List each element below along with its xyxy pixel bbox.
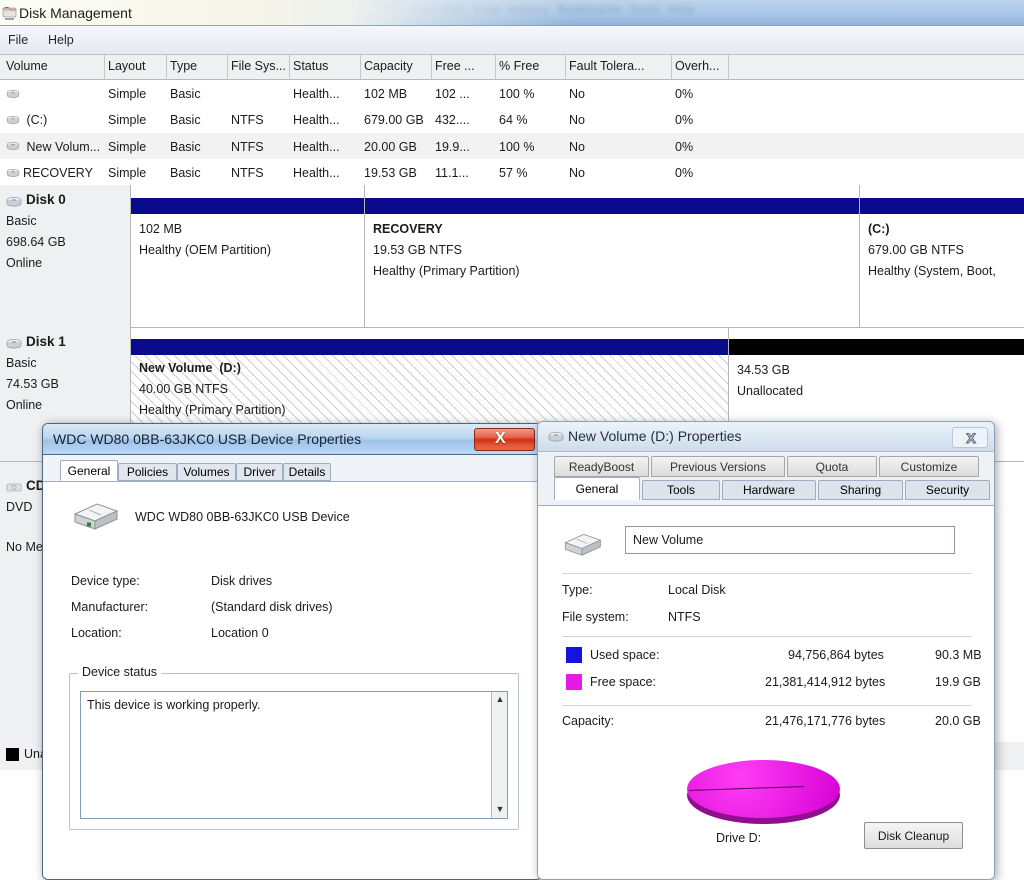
svg-text:X: X xyxy=(966,430,976,446)
